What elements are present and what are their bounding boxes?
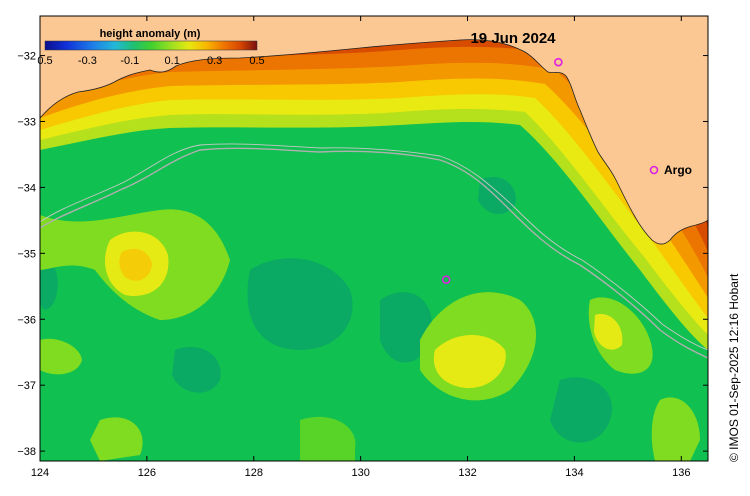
x-tick-label: 124	[31, 467, 49, 479]
colorbar-tick-label: 0.1	[165, 55, 180, 67]
y-tick-label: −35	[17, 248, 36, 260]
map-frame	[39, 15, 709, 462]
x-tick-label: 134	[565, 467, 583, 479]
credit-text: © IMOS 01-Sep-2025 12:16 Hobart	[727, 273, 741, 462]
y-tick-label: −37	[17, 380, 36, 392]
land-mass	[40, 16, 708, 245]
x-tick-label: 130	[351, 467, 369, 479]
argo-floats	[441, 57, 563, 285]
colorbar-tick-label: 0.3	[207, 55, 222, 67]
y-tick-label: −36	[17, 314, 36, 326]
argo-legend-label: Argo	[664, 163, 692, 177]
y-tick-label: −33	[17, 116, 36, 128]
argo-legend-marker	[649, 165, 659, 175]
shelf-contour-inner	[40, 143, 708, 351]
anomaly-low-regions	[40, 176, 612, 443]
colorbar-tick-label: 0.5	[37, 55, 52, 67]
colorbar: height anomaly (m) 0.5 -0.3 -0.1 0.1 0.3 0.5	[37, 28, 264, 67]
shelf-contour-outer	[40, 147, 708, 359]
y-tick-label: −34	[17, 182, 36, 194]
x-tick-label: 132	[458, 467, 476, 479]
y-tick-label: −32	[17, 51, 36, 63]
x-tick-label: 126	[138, 467, 156, 479]
map-plot-area	[40, 16, 708, 461]
x-tick-label: 136	[672, 467, 690, 479]
argo-float-marker	[554, 57, 563, 67]
colorbar-gradient	[44, 40, 258, 51]
x-tick-label: 128	[245, 467, 263, 479]
colorbar-tick-label: -0.1	[120, 55, 139, 67]
coastline	[40, 39, 708, 245]
colorbar-tick-label: 0.5	[249, 55, 264, 67]
colorbar-tick-label: -0.3	[78, 55, 97, 67]
argo-float-marker	[441, 275, 451, 285]
y-axis: −32 −33 −34 −35 −36 −37 −38	[17, 51, 708, 458]
y-tick-label: −38	[17, 446, 36, 458]
x-axis: 124 126 128 130 132 134 136	[31, 16, 690, 479]
colorbar-title: height anomaly (m)	[100, 28, 201, 40]
argo-legend: Argo	[649, 163, 692, 177]
anomaly-high-regions	[105, 231, 623, 389]
map-date: 19 Jun 2024	[470, 30, 556, 47]
